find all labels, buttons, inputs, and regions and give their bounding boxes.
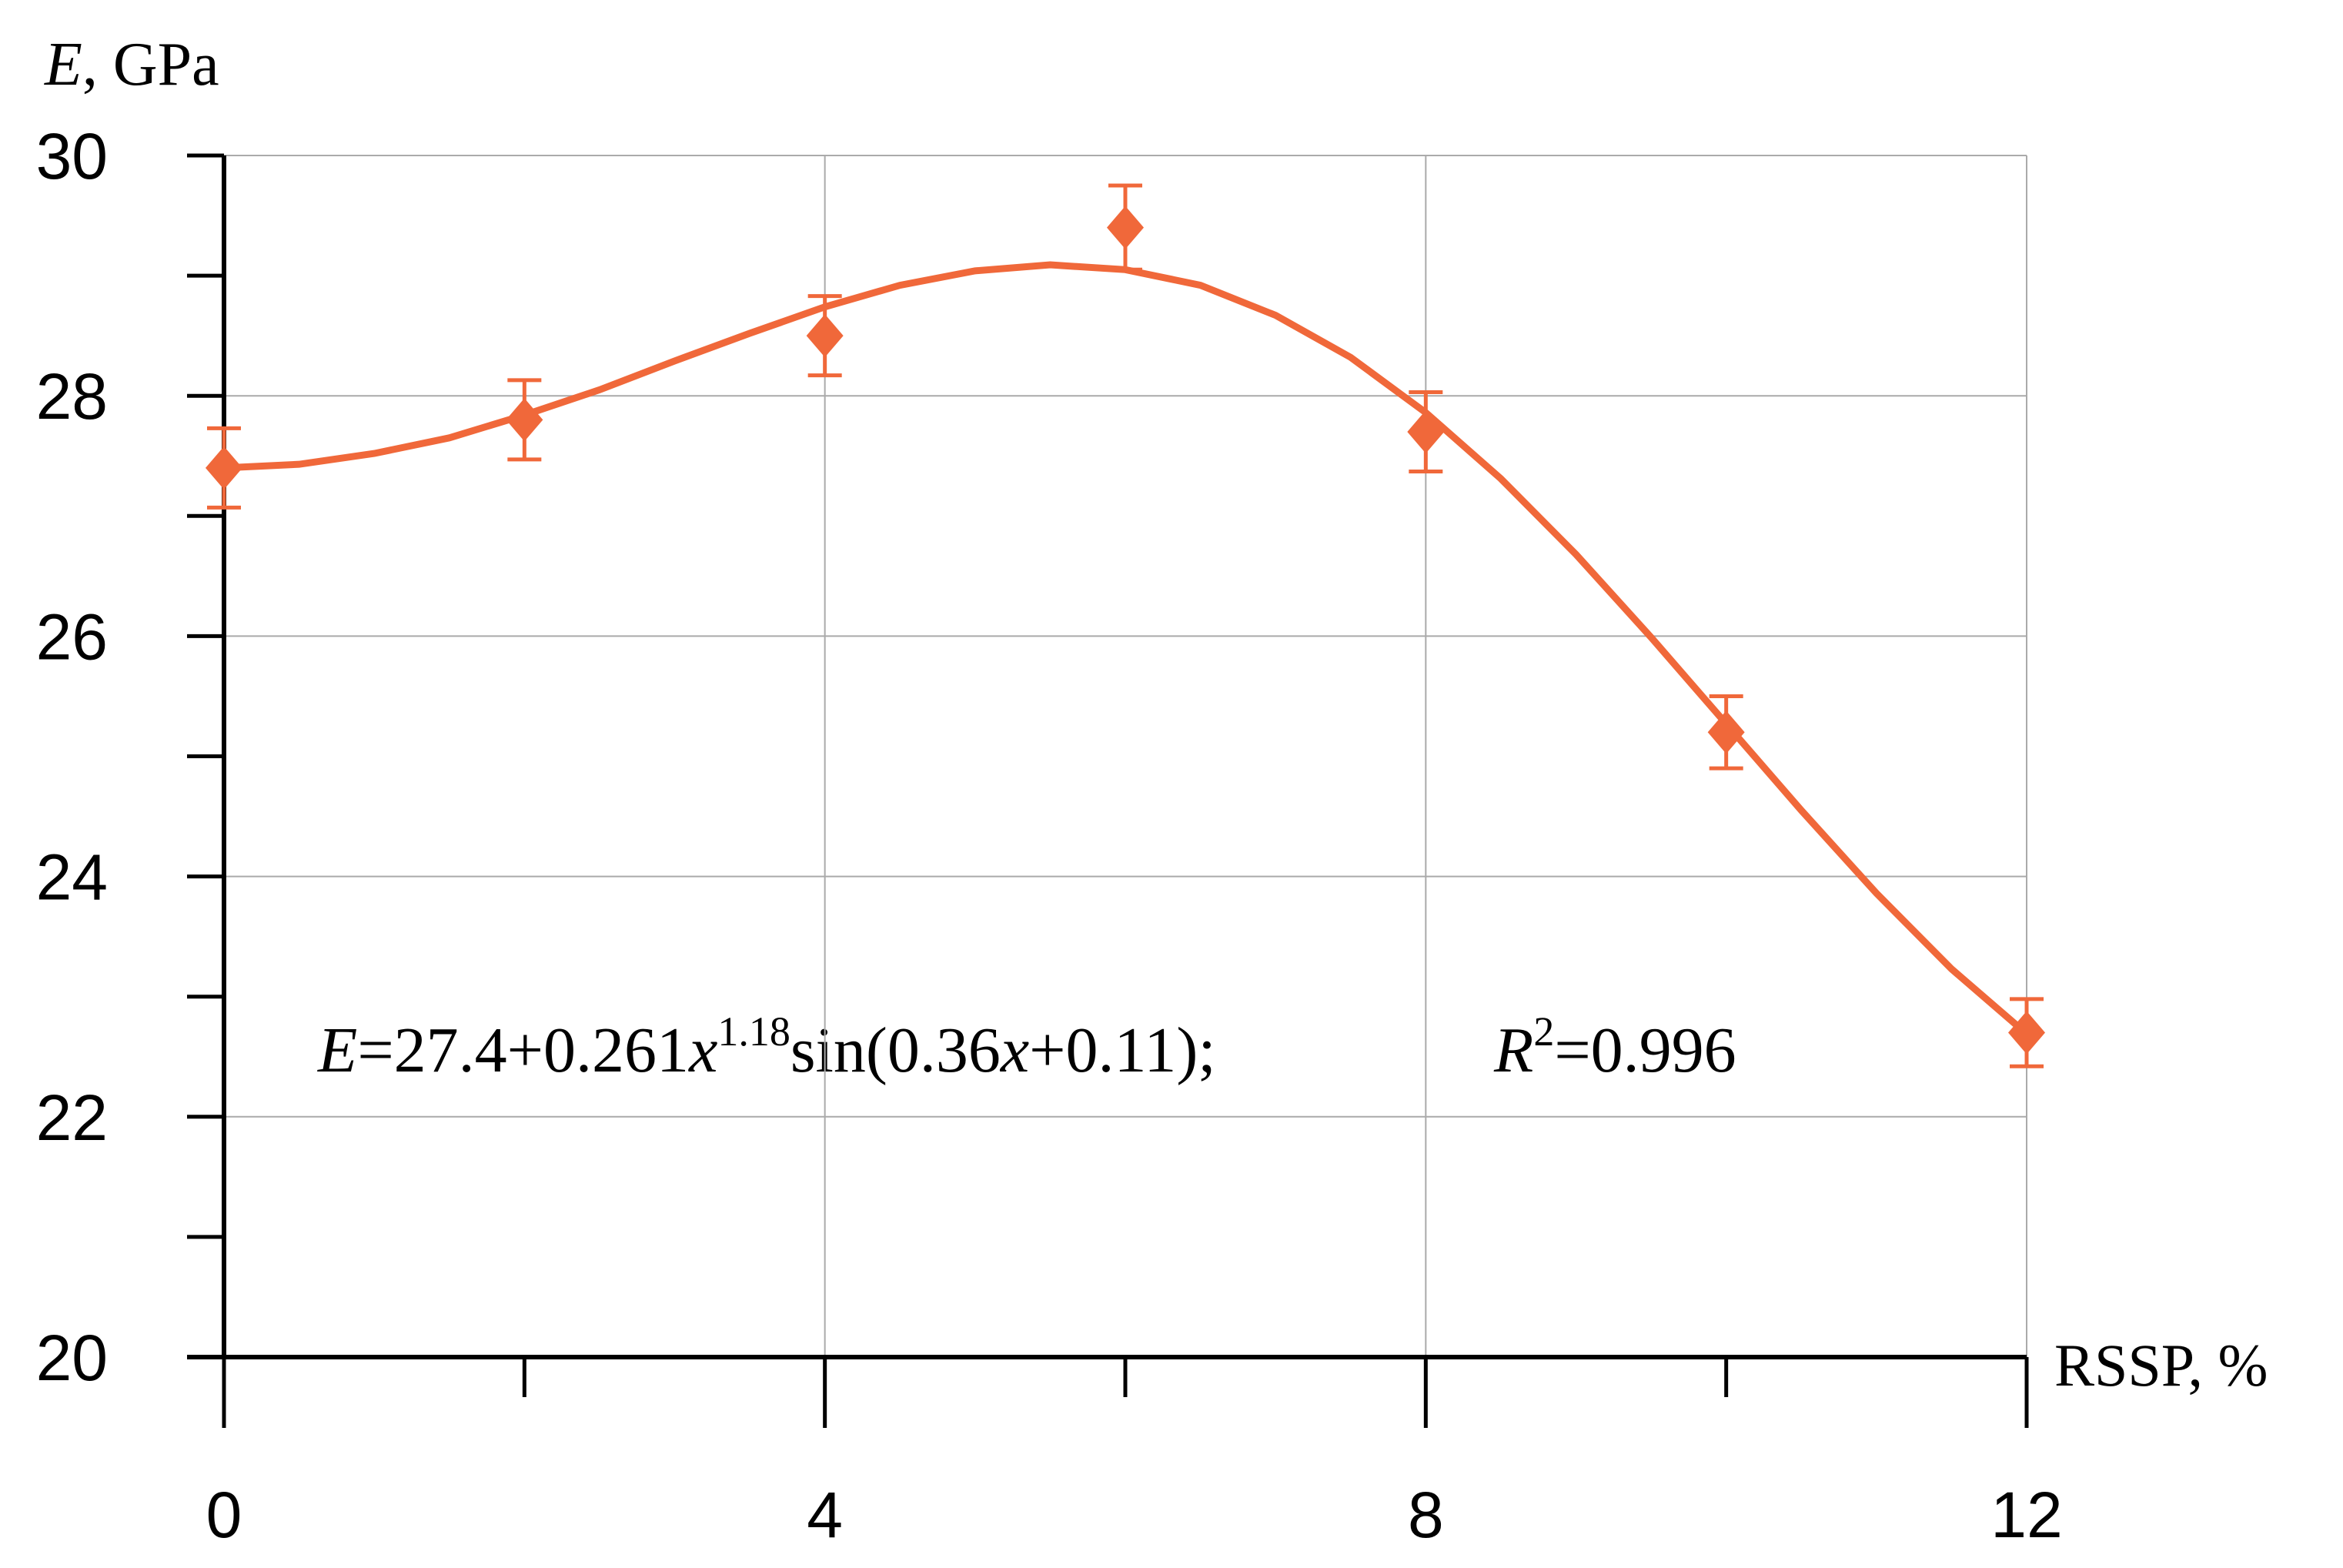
marker <box>506 398 543 442</box>
marker <box>806 314 844 358</box>
eq-part: +0.11); <box>1029 1015 1216 1086</box>
equation: E=27.4+0.261x1.18sin(0.36x+0.11); <box>317 1008 1216 1086</box>
eq-part: sin(0.36 <box>790 1015 1001 1086</box>
y-tick-label: 24 <box>36 841 108 914</box>
marker <box>1107 206 1144 249</box>
y-tick-label: 22 <box>36 1082 108 1154</box>
y-tick-label: 30 <box>36 120 108 192</box>
y-label-symbol: E <box>44 31 82 99</box>
r-squared: R2=0.996 <box>1493 1008 1736 1086</box>
x-tick-label: 4 <box>807 1479 843 1551</box>
eq-part: x <box>999 1015 1029 1086</box>
eq-exponent: 1.18 <box>717 1008 790 1055</box>
x-axis-label: RSSP, % <box>2054 1332 2268 1399</box>
marker <box>2008 1011 2045 1055</box>
x-tick-label: 12 <box>1990 1479 2062 1551</box>
marker <box>1707 710 1745 754</box>
marker <box>1407 410 1445 454</box>
eq-part: x <box>687 1015 717 1086</box>
y-axis-label: E, GPa <box>44 31 219 99</box>
r2-part: R <box>1493 1015 1533 1086</box>
x-tick-label: 8 <box>1408 1479 1444 1551</box>
y-tick-label: 20 <box>36 1322 108 1394</box>
fit-curve <box>223 261 2029 1037</box>
r2-exponent: 2 <box>1533 1008 1554 1055</box>
y-tick-label: 26 <box>36 600 108 673</box>
r2-part: =0.996 <box>1554 1015 1736 1086</box>
eq-part: =27.4+0.261 <box>357 1015 689 1086</box>
y-tick-label: 28 <box>36 360 108 433</box>
eq-part: E <box>317 1015 357 1086</box>
x-tick-label: 0 <box>206 1479 242 1551</box>
marker <box>206 446 242 490</box>
y-label-unit: , GPa <box>82 31 219 99</box>
